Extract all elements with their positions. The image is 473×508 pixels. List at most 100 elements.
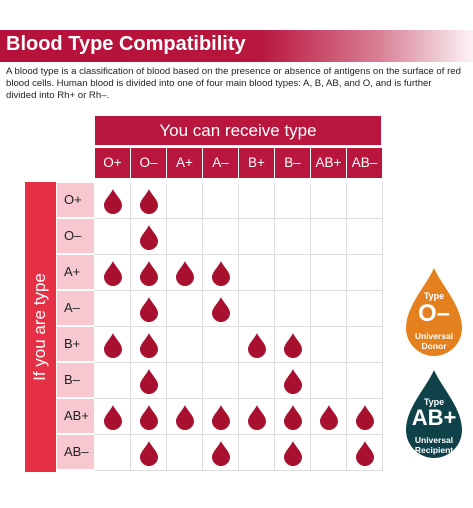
blood-drop-icon xyxy=(212,405,230,430)
grid-cell xyxy=(131,219,167,255)
column-header: O+ xyxy=(95,148,130,178)
blood-drop-icon xyxy=(248,405,266,430)
grid-cell xyxy=(311,435,347,471)
grid-cell xyxy=(95,219,131,255)
blood-drop-icon xyxy=(284,369,302,394)
grid-cell xyxy=(347,435,383,471)
grid-cell xyxy=(275,255,311,291)
grid-cell xyxy=(203,435,239,471)
side-header: If you are type xyxy=(30,273,49,381)
page-title: Blood Type Compatibility xyxy=(6,33,246,55)
grid-cell xyxy=(347,363,383,399)
grid-cell xyxy=(131,291,167,327)
grid-cell xyxy=(239,363,275,399)
recipient-badge-type: AB+ xyxy=(411,405,457,430)
grid-cell xyxy=(275,219,311,255)
blood-drop-icon xyxy=(104,405,122,430)
column-header: O– xyxy=(131,148,166,178)
grid-cell xyxy=(167,219,203,255)
grid-cell xyxy=(239,435,275,471)
blood-drop-icon xyxy=(284,333,302,358)
grid-cell xyxy=(131,183,167,219)
grid-cell xyxy=(131,255,167,291)
grid-cell xyxy=(167,363,203,399)
grid-cell xyxy=(203,291,239,327)
blood-drop-icon xyxy=(284,441,302,466)
donor-badge-line1: Universal xyxy=(414,331,454,341)
column-header: A– xyxy=(203,148,238,178)
universal-recipient-badge: Type AB+ Universal Recipient xyxy=(404,368,464,468)
blood-drop-icon xyxy=(104,333,122,358)
grid-cell xyxy=(167,327,203,363)
blood-drop-icon xyxy=(284,405,302,430)
row-header: O+ xyxy=(57,183,94,217)
grid-cell xyxy=(311,183,347,219)
donor-badge-type: O– xyxy=(417,300,450,327)
intro-text: A blood type is a classification of bloo… xyxy=(6,66,461,101)
column-header: AB+ xyxy=(311,148,346,178)
grid-cell xyxy=(95,291,131,327)
grid-cell xyxy=(239,327,275,363)
grid-cell xyxy=(95,327,131,363)
column-header: B– xyxy=(275,148,310,178)
grid-cell xyxy=(239,183,275,219)
blood-drop-icon xyxy=(140,297,158,322)
grid-cell xyxy=(167,291,203,327)
recipient-badge-label: Type xyxy=(423,397,445,407)
blood-drop-icon xyxy=(248,333,266,358)
grid-cell xyxy=(167,435,203,471)
grid-cell xyxy=(275,291,311,327)
drop-badge-icon xyxy=(406,268,462,356)
grid-cell xyxy=(347,399,383,435)
blood-drop-icon xyxy=(104,189,122,214)
grid-cell xyxy=(311,255,347,291)
grid-cell xyxy=(275,363,311,399)
blood-drop-icon xyxy=(140,405,158,430)
grid-cell xyxy=(95,435,131,471)
grid-cell xyxy=(167,183,203,219)
grid-cell xyxy=(167,255,203,291)
receive-header: You can receive type xyxy=(95,116,381,145)
blood-drop-icon xyxy=(140,333,158,358)
grid-cell xyxy=(239,291,275,327)
blood-drop-icon xyxy=(140,225,158,250)
grid-cell xyxy=(131,435,167,471)
blood-drop-icon xyxy=(356,441,374,466)
row-header: AB– xyxy=(57,435,94,469)
grid-cell xyxy=(203,399,239,435)
blood-drop-icon xyxy=(140,261,158,286)
donor-badge-label: Type xyxy=(423,291,445,301)
grid-cell xyxy=(239,399,275,435)
grid-cell xyxy=(311,291,347,327)
grid-cell xyxy=(311,219,347,255)
grid-cell xyxy=(347,255,383,291)
blood-drop-icon xyxy=(356,405,374,430)
grid-cell xyxy=(131,327,167,363)
grid-cell xyxy=(203,327,239,363)
column-header: AB– xyxy=(347,148,382,178)
grid-cell xyxy=(311,363,347,399)
grid-cell xyxy=(239,255,275,291)
side-header-bar xyxy=(25,182,56,472)
blood-drop-icon xyxy=(320,405,338,430)
grid-cell xyxy=(239,219,275,255)
recipient-badge-line1: Universal xyxy=(414,435,454,445)
grid-cell xyxy=(311,327,347,363)
grid-cell xyxy=(275,183,311,219)
blood-drop-icon xyxy=(212,261,230,286)
blood-drop-icon xyxy=(176,405,194,430)
column-header: A+ xyxy=(167,148,202,178)
grid-cell xyxy=(347,291,383,327)
blood-drop-icon xyxy=(104,261,122,286)
grid-cell xyxy=(131,363,167,399)
grid-cell xyxy=(275,435,311,471)
title-banner: Blood Type Compatibility xyxy=(0,30,473,62)
blood-drop-icon xyxy=(140,369,158,394)
row-header: A+ xyxy=(57,255,94,289)
grid-cell xyxy=(95,183,131,219)
grid-cell xyxy=(95,255,131,291)
universal-donor-badge: Type O– Universal Donor xyxy=(404,266,464,366)
column-header: B+ xyxy=(239,148,274,178)
row-header: B– xyxy=(57,363,94,397)
grid-cell xyxy=(203,183,239,219)
